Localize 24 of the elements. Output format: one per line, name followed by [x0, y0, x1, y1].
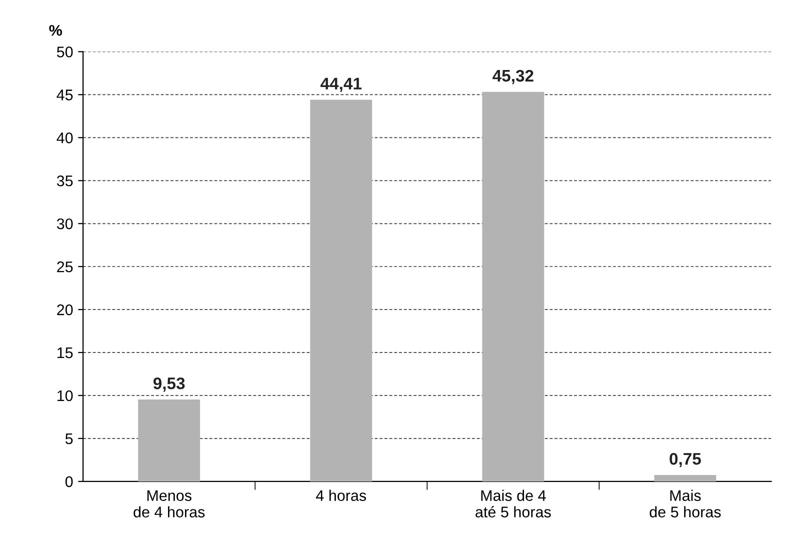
y-tick-label: 35: [56, 175, 73, 186]
y-tick-label: 30: [56, 218, 73, 230]
bar: [482, 92, 544, 482]
y-tick-label: 5: [65, 433, 73, 444]
y-tick-label: 15: [58, 348, 73, 358]
data-label: 44,41: [320, 78, 362, 92]
bar: [138, 400, 200, 482]
y-axis-title: %: [49, 24, 62, 36]
data-label: 45,32: [492, 70, 534, 84]
data-label: 9,53: [153, 377, 185, 392]
y-tick-label: 50: [56, 46, 73, 58]
y-tick-label: 10: [58, 390, 73, 402]
x-tick-label: Mais de 5 horas: [650, 490, 721, 518]
x-tick-label: Menos de 4 horas: [134, 490, 205, 518]
data-label: 0,75: [670, 452, 701, 468]
x-tick-label: 4 horas: [316, 490, 366, 501]
y-tick-label: 20: [57, 304, 73, 316]
y-tick-label: 0: [65, 476, 73, 488]
bar: [654, 474, 716, 482]
y-tick-label: 25: [57, 261, 73, 272]
y-tick-label: 45: [56, 90, 73, 100]
y-tick-label: 40: [56, 132, 73, 144]
x-tick-label: Mais de 4 até 5 horas: [476, 490, 551, 518]
bar: [310, 100, 372, 482]
